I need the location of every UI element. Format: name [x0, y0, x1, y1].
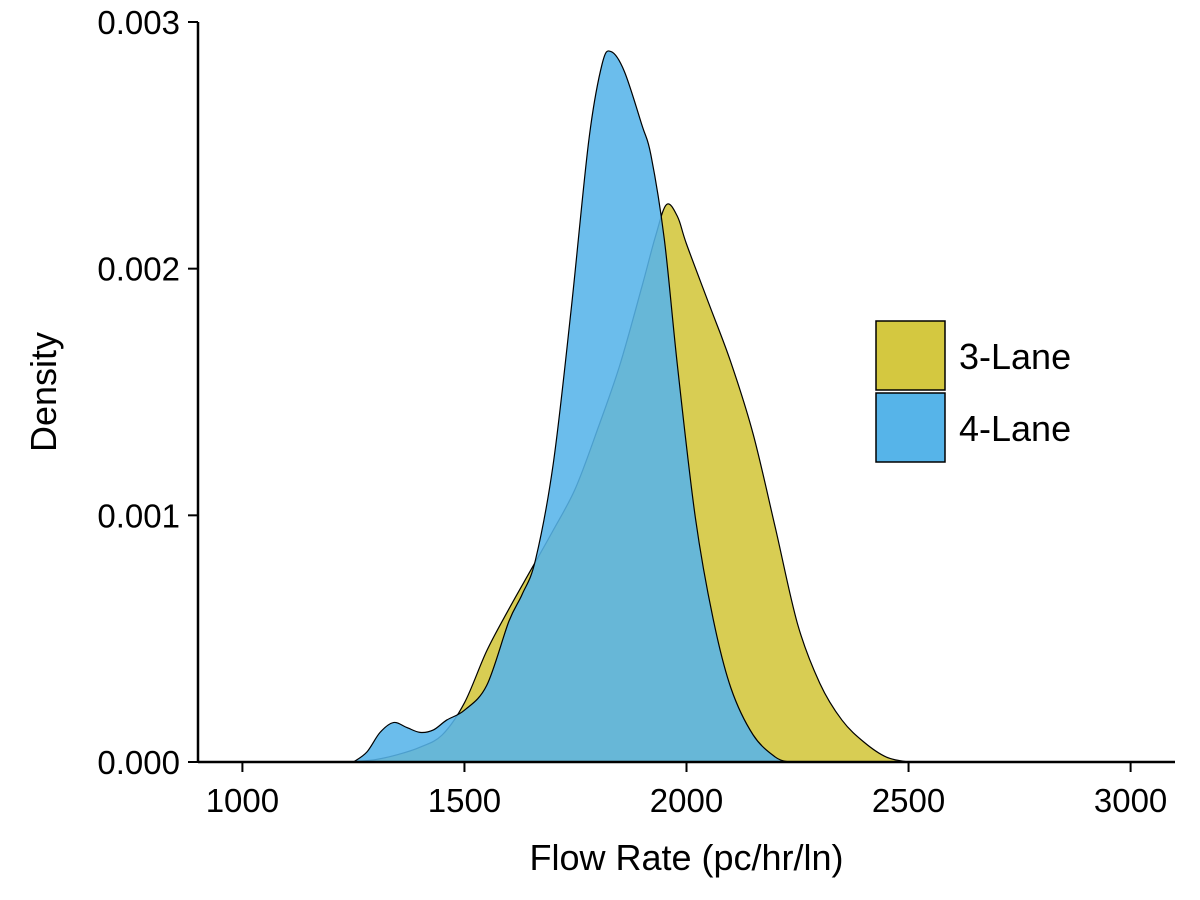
y-tick-label: 0.003 — [97, 4, 180, 41]
x-tick-label: 3000 — [1094, 782, 1167, 819]
legend-label: 4-Lane — [959, 408, 1071, 449]
x-ticks: 1000 1500 2000 2500 3000 — [206, 762, 1167, 819]
y-tick-label: 0.002 — [97, 251, 180, 288]
x-tick-label: 1500 — [428, 782, 501, 819]
x-tick-label: 2500 — [872, 782, 945, 819]
legend-label: 3-Lane — [959, 336, 1071, 377]
x-axis-title: Flow Rate (pc/hr/ln) — [529, 837, 843, 878]
legend: 3-Lane 4-Lane — [875, 320, 1071, 463]
legend-swatch — [875, 392, 946, 463]
y-axis-title: Density — [23, 332, 64, 452]
density-area-4-lane — [351, 50, 789, 763]
density-areas — [348, 50, 909, 763]
y-ticks: 0.000 0.001 0.002 0.003 — [97, 4, 198, 781]
y-tick-label: 0.000 — [97, 744, 180, 781]
x-tick-label: 1000 — [206, 782, 279, 819]
x-tick-label: 2000 — [650, 782, 723, 819]
y-tick-label: 0.001 — [97, 497, 180, 534]
legend-swatch — [875, 320, 946, 391]
